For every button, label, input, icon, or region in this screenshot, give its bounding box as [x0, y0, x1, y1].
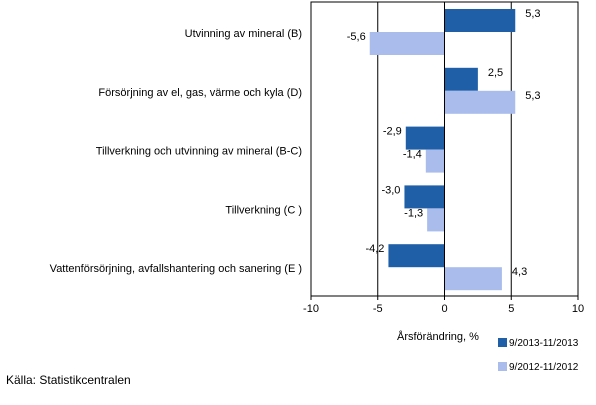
- source-note: Källa: Statistikcentralen: [6, 373, 131, 387]
- x-axis-title: Årsförändring, %: [397, 330, 479, 343]
- x-tick-label: 5: [508, 303, 514, 315]
- x-tick-label: -5: [373, 303, 383, 315]
- data-label: -4,2: [365, 243, 384, 255]
- legend-swatch: [498, 362, 507, 371]
- bar: [444, 90, 516, 114]
- category-label: Vattenförsörjning, avfallshantering och …: [50, 263, 302, 275]
- bar: [405, 126, 445, 150]
- legend-swatch: [498, 338, 507, 347]
- category-label: Utvinning av mineral (B): [185, 28, 302, 40]
- bar: [388, 244, 445, 268]
- bar: [369, 32, 445, 55]
- data-label: 5,3: [525, 90, 540, 102]
- data-label: 2,5: [488, 67, 503, 79]
- legend: 9/2013-11/2013 9/2012-11/2012: [498, 338, 579, 373]
- x-tick-labels: -10 -5 0 5 10: [303, 296, 584, 315]
- data-label: -1,3: [404, 207, 423, 219]
- data-label: -2,9: [383, 126, 402, 138]
- category-label: Tillverkning (C ): [225, 204, 302, 216]
- x-tick-label: 10: [572, 303, 584, 315]
- category-label: Försörjning av el, gas, värme och kyla (…: [98, 87, 302, 99]
- data-label: 5,3: [525, 8, 540, 20]
- bar: [444, 9, 516, 32]
- value-labels: 5,3 2,5 -2,9 -3,0 -4,2 -5,6 5,3 -1,4 -1,3 4,3: [347, 8, 541, 278]
- data-label: 4,3: [512, 266, 527, 278]
- x-tick-label: 0: [441, 303, 447, 315]
- legend-label: 9/2012-11/2012: [509, 362, 579, 373]
- category-labels: Utvinning av mineral (B) Försörjning av e…: [50, 28, 302, 275]
- bar: [425, 149, 445, 173]
- data-label: -3,0: [381, 184, 400, 196]
- bar: [404, 185, 445, 209]
- bar: [427, 208, 445, 232]
- x-tick-label: -10: [303, 303, 319, 315]
- bars: [369, 9, 516, 291]
- bar: [444, 267, 502, 291]
- data-label: -1,4: [403, 149, 422, 161]
- category-label: Tillverkning och utvinning av mineral (B…: [96, 146, 302, 158]
- bar: [444, 67, 478, 91]
- legend-label: 9/2013-11/2013: [509, 338, 579, 349]
- data-label: -5,6: [347, 31, 366, 43]
